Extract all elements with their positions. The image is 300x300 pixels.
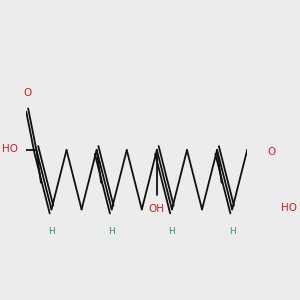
Text: O: O [267, 147, 275, 158]
Text: H: H [108, 227, 115, 236]
Text: HO: HO [281, 203, 297, 213]
Text: OH: OH [149, 203, 165, 214]
Text: H: H [169, 227, 175, 236]
Text: H: H [229, 227, 236, 236]
Text: HO: HO [2, 143, 18, 154]
Text: O: O [23, 88, 32, 98]
Text: H: H [48, 227, 55, 236]
